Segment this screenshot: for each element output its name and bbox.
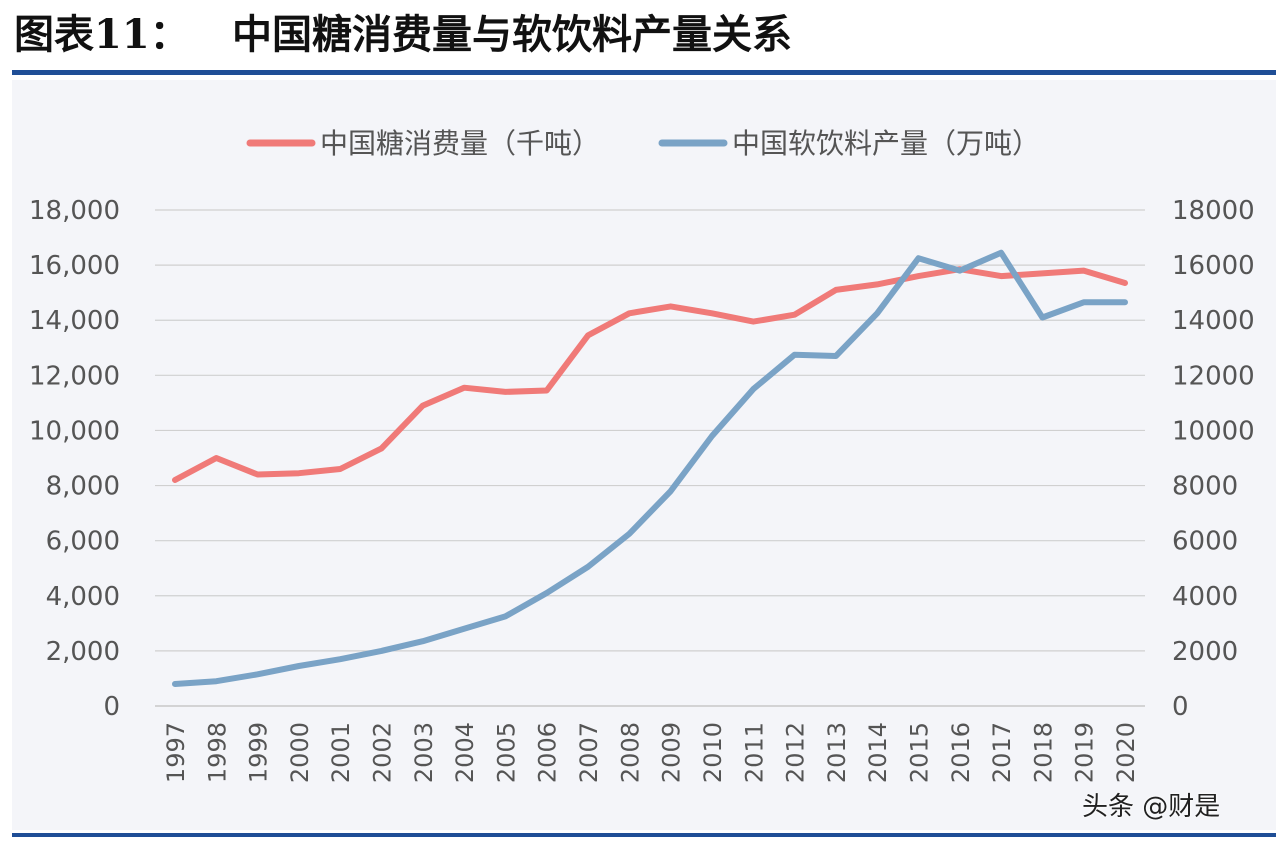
left-y-tick-label: 4,000 [46,582,120,612]
figure-label: 图表11： [14,11,190,58]
left-y-tick-label: 6,000 [46,527,120,557]
right-y-tick-label: 2000 [1172,637,1238,667]
legend: 中国糖消费量（千吨） 中国软饮料产量（万吨） [246,127,1040,160]
top-rule [12,70,1276,75]
x-tick-label: 2000 [286,722,314,783]
right-y-tick-label: 10000 [1172,416,1255,446]
x-tick-label: 2010 [699,722,727,783]
legend-label-1: 中国糖消费量（千吨） [320,127,600,160]
series-lines [172,249,1128,687]
series-line-1 [172,266,1128,483]
x-tick-label: 2013 [823,722,851,783]
left-y-tick-label: 16,000 [29,251,120,281]
left-y-tick-label: 14,000 [29,306,120,336]
left-y-axis: 0 2,000 4,000 6,000 8,000 10,000 12,000 14,000 1… [29,196,120,722]
left-y-tick-label: 2,000 [46,637,120,667]
x-tick-label: 2016 [947,722,975,783]
right-y-tick-label: 12000 [1172,361,1255,391]
page-title: 图表11： 中国糖消费量与软饮料产量关系 [14,6,792,66]
right-y-tick-label: 6000 [1172,527,1238,557]
x-tick-label: 2001 [327,722,355,783]
x-tick-label: 2012 [782,722,810,783]
right-y-tick-label: 14000 [1172,306,1255,336]
right-y-tick-label: 18000 [1172,196,1255,226]
series-line-2 [172,249,1128,687]
x-tick-label: 2015 [905,722,933,783]
x-tick-label: 2008 [616,722,644,783]
right-y-axis: 0 2000 4000 6000 8000 10000 12000 14000 16000 180… [1172,196,1255,722]
left-y-tick-label: 18,000 [29,196,120,226]
x-tick-label: 1999 [245,722,273,783]
x-tick-label: 2004 [451,722,479,783]
x-axis: 1997 1998 1999 2000 2001 2002 2003 2004 2005 2006… [162,722,1140,783]
x-tick-label: 2019 [1071,722,1099,783]
grid-lines [155,209,1145,707]
right-y-tick-label: 0 [1172,692,1189,722]
bottom-rule [12,833,1276,837]
x-tick-label: 2009 [658,722,686,783]
right-y-tick-label: 4000 [1172,582,1238,612]
legend-label-2: 中国软饮料产量（万吨） [732,127,1040,160]
x-tick-label: 2005 [492,722,520,783]
x-tick-label: 1997 [162,722,190,783]
right-y-tick-label: 8000 [1172,472,1238,502]
x-tick-label: 1998 [203,722,231,783]
x-tick-label: 2017 [988,722,1016,783]
x-tick-label: 2011 [740,722,768,783]
left-y-tick-label: 12,000 [29,361,120,391]
x-tick-label: 2018 [1029,722,1057,783]
right-y-tick-label: 16000 [1172,251,1255,281]
x-tick-label: 2020 [1112,722,1140,783]
x-tick-label: 2007 [575,722,603,783]
watermark: 头条 @财是 [1082,792,1221,822]
chart-panel [12,80,1276,830]
x-tick-label: 2002 [369,722,397,783]
x-tick-label: 2006 [534,722,562,783]
chart-title: 中国糖消费量与软饮料产量关系 [232,12,792,58]
x-tick-label: 2003 [410,722,438,783]
left-y-tick-label: 8,000 [46,472,120,502]
x-tick-label: 2014 [864,722,892,783]
left-y-tick-label: 0 [103,692,120,722]
left-y-tick-label: 10,000 [29,416,120,446]
